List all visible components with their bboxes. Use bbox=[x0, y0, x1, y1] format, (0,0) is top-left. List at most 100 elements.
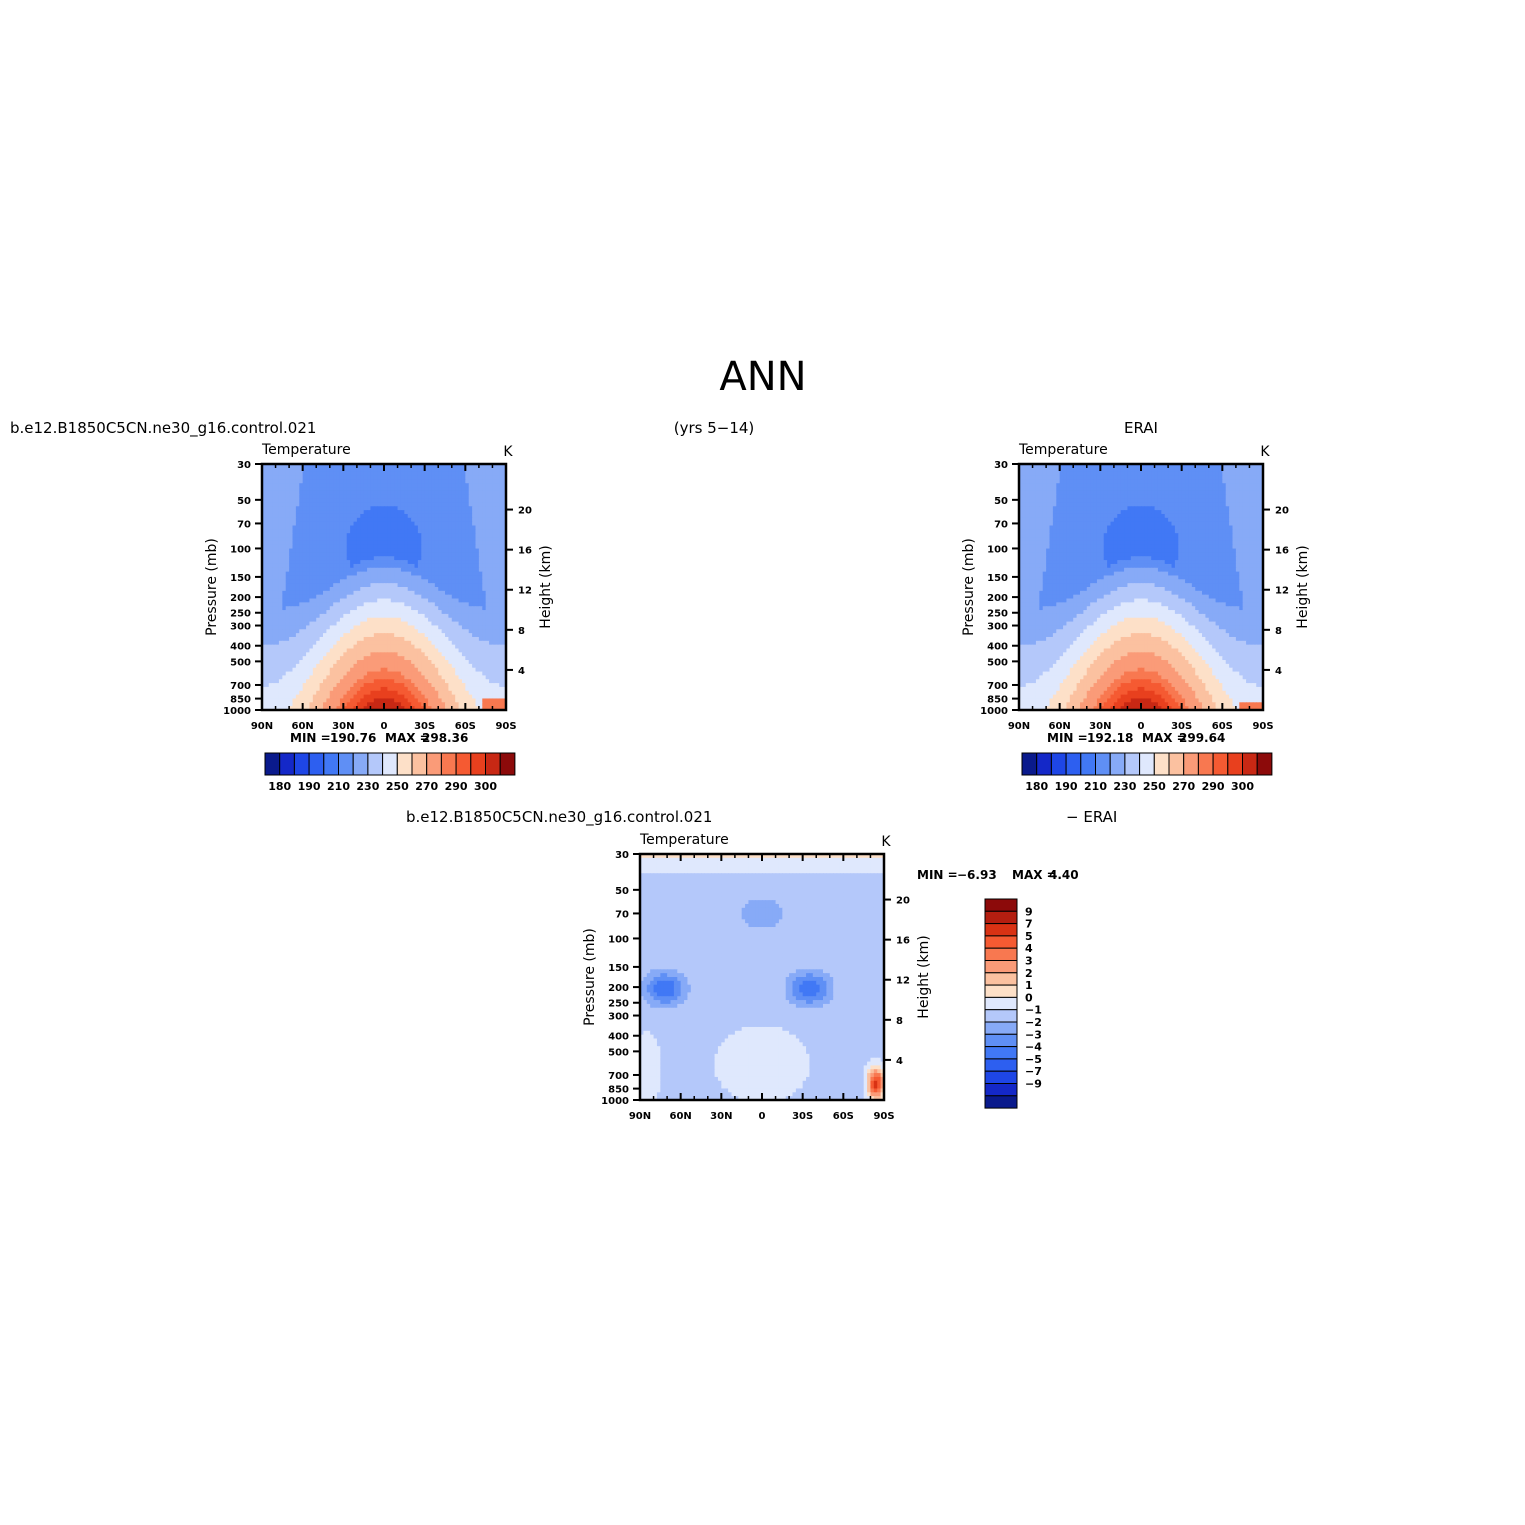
colorbar-swatch bbox=[367, 752, 384, 776]
contour-cell bbox=[445, 490, 449, 496]
contour-cell bbox=[343, 537, 348, 542]
contour-cell bbox=[451, 471, 456, 477]
contour-cell bbox=[373, 490, 378, 496]
contour-cell bbox=[370, 537, 375, 542]
contour-cell bbox=[289, 537, 294, 542]
contour-cell bbox=[472, 483, 477, 488]
contour-cell bbox=[316, 464, 321, 469]
contour-cell bbox=[451, 502, 456, 507]
contour-cell bbox=[421, 513, 426, 519]
contour-cell bbox=[278, 517, 283, 523]
contour-cell bbox=[428, 479, 433, 484]
contour-cell bbox=[275, 513, 280, 519]
contour-cell bbox=[404, 498, 409, 504]
contour-cell bbox=[492, 494, 497, 500]
contour-cell bbox=[495, 479, 500, 484]
contour-cell bbox=[292, 506, 297, 511]
contour-cell bbox=[373, 510, 378, 515]
contour-cell bbox=[306, 490, 311, 496]
contour-cell bbox=[265, 483, 270, 488]
contour-cell bbox=[390, 464, 395, 469]
contour-cell bbox=[377, 464, 382, 469]
contour-cell bbox=[380, 540, 385, 546]
contour-cell bbox=[265, 525, 270, 530]
contour-cell bbox=[502, 498, 507, 504]
contour-cell bbox=[384, 529, 388, 534]
contour-cell bbox=[363, 525, 368, 530]
contour-cell bbox=[367, 498, 372, 504]
contour-cell bbox=[272, 471, 277, 477]
contour-cell bbox=[414, 513, 419, 519]
contour-cell bbox=[319, 475, 324, 480]
contour-cell bbox=[299, 540, 304, 546]
contour-cell bbox=[495, 529, 500, 534]
contour-cell bbox=[353, 506, 358, 511]
contour-cell bbox=[438, 537, 443, 542]
contour-cell bbox=[482, 529, 487, 534]
colorbar-swatch bbox=[485, 752, 501, 776]
contour-cell bbox=[363, 498, 368, 504]
contour-cell bbox=[309, 471, 314, 477]
contour-cell bbox=[472, 510, 477, 515]
contour-cell bbox=[356, 529, 361, 534]
contour-cell bbox=[387, 479, 392, 484]
contour-cell bbox=[363, 537, 368, 542]
contour-cell bbox=[400, 479, 405, 484]
contour-cell bbox=[394, 475, 399, 480]
contour-cell bbox=[265, 464, 270, 469]
contour-cell bbox=[268, 490, 273, 496]
contour-cell bbox=[465, 513, 470, 519]
contour-cell bbox=[373, 464, 378, 469]
contour-cell bbox=[404, 513, 409, 519]
contour-cell bbox=[262, 487, 266, 492]
colorbar-label: 230 bbox=[356, 780, 379, 793]
contour-cell bbox=[373, 533, 378, 538]
contour-cell bbox=[309, 475, 314, 480]
contour-cell bbox=[292, 494, 297, 500]
contour-cell bbox=[285, 483, 290, 488]
contour-cell bbox=[421, 521, 426, 527]
contour-cell bbox=[468, 479, 473, 484]
contour-cell bbox=[387, 537, 392, 542]
contour-cell bbox=[387, 510, 392, 515]
contour-cell bbox=[316, 467, 321, 473]
contour-cell bbox=[428, 529, 433, 534]
colorbar-swatch bbox=[396, 752, 413, 776]
contour-cell bbox=[299, 490, 304, 496]
contour-cell bbox=[265, 475, 270, 480]
contour-cell bbox=[387, 490, 392, 496]
contour-cell bbox=[455, 494, 460, 500]
contour-cell bbox=[282, 502, 287, 507]
contour-cell bbox=[380, 464, 385, 469]
contour-cell bbox=[377, 540, 382, 546]
contour-cell bbox=[326, 479, 331, 484]
contour-cell bbox=[367, 513, 372, 519]
contour-cell bbox=[370, 464, 375, 469]
contour-cell bbox=[306, 494, 311, 500]
contour-cell bbox=[489, 533, 494, 538]
contour-cell bbox=[417, 483, 422, 488]
contour-cell bbox=[312, 513, 317, 519]
contour-cell bbox=[302, 540, 307, 546]
contour-cell bbox=[295, 464, 300, 469]
contour-cell bbox=[407, 510, 412, 515]
contour-cell bbox=[282, 521, 287, 527]
contour-cell bbox=[346, 464, 351, 469]
contour-cell bbox=[370, 483, 375, 488]
contour-cell bbox=[465, 521, 470, 527]
contour-cell bbox=[475, 525, 480, 530]
contour-cell bbox=[370, 467, 375, 473]
contour-cell bbox=[397, 529, 402, 534]
contour-cell bbox=[414, 475, 419, 480]
contour-cell bbox=[275, 490, 280, 496]
contour-cell bbox=[292, 517, 297, 523]
contour-cell bbox=[478, 464, 483, 469]
contour-cell bbox=[502, 525, 507, 530]
contour-cell bbox=[472, 471, 477, 477]
contour-cell bbox=[316, 498, 321, 504]
contour-cell bbox=[367, 510, 372, 515]
contour-cell bbox=[346, 490, 351, 496]
contour-cell bbox=[346, 537, 351, 542]
contour-cell bbox=[502, 487, 507, 492]
contour-cell bbox=[336, 506, 341, 511]
